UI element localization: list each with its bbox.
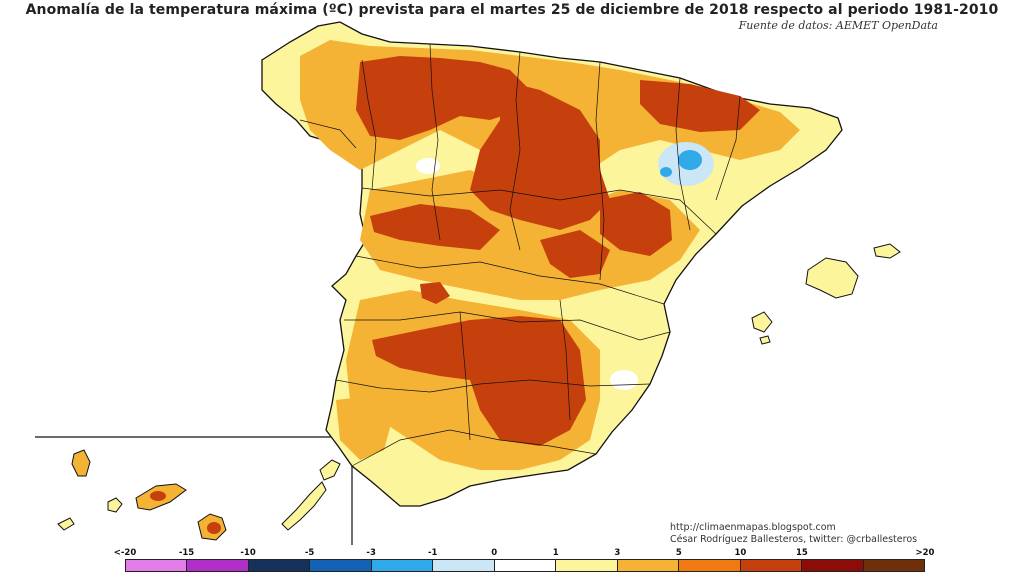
legend-swatch (802, 560, 864, 571)
legend-tick: 1 (552, 548, 559, 558)
legend-swatch (126, 560, 188, 571)
la-palma (71, 449, 91, 477)
map-title: Anomalía de la temperatura máxima (ºC) p… (25, 2, 999, 18)
lanzarote (319, 459, 341, 481)
balearic-islands (751, 243, 901, 345)
la-gomera (107, 497, 123, 513)
canary-islands (57, 449, 341, 541)
legend-tick: -15 (178, 548, 195, 558)
legend-color-bar (125, 559, 925, 572)
legend-tick: 3 (614, 548, 621, 558)
legend-tick: 15 (796, 548, 808, 558)
province-boundaries (299, 43, 741, 467)
formentera (759, 335, 771, 345)
anomaly-cold-spot (658, 142, 714, 186)
credits-url[interactable]: http://climaenmapas.blogspot.com (670, 522, 836, 533)
menorca (873, 243, 901, 259)
fuerteventura (281, 481, 327, 531)
el-hierro (57, 517, 75, 531)
legend-swatch (248, 560, 311, 571)
legend-swatch (187, 560, 249, 571)
anomaly-red-zones (356, 56, 760, 446)
legend-swatch (740, 560, 803, 571)
legend-swatch (494, 560, 557, 571)
legend-swatch (371, 560, 434, 571)
legend-tick: 5 (675, 548, 682, 558)
mallorca (805, 257, 859, 299)
legend-tick: -3 (366, 548, 376, 558)
legend-tick: <-20 (113, 548, 137, 558)
temperature-anomaly-map (35, 21, 901, 545)
legend-tick: -10 (240, 548, 256, 558)
legend-tick: >20 (915, 548, 935, 558)
legend-swatch (310, 560, 372, 571)
data-source: Fuente de datos: AEMET OpenData (738, 19, 938, 32)
ibiza (751, 311, 773, 333)
legend-tick: 0 (491, 548, 498, 558)
legend-tick: -5 (304, 548, 315, 558)
legend-tick: 10 (734, 548, 747, 558)
legend-swatch (433, 560, 495, 571)
credits-author: César Rodríguez Ballesteros, twitter: @c… (670, 534, 918, 545)
legend-tick: -1 (427, 548, 438, 558)
legend-tick-labels: <-20 -15 -10 -5 -3 -1 0 1 3 5 10 15 >20 (0, 548, 1024, 560)
legend-swatch (617, 560, 680, 571)
credits: http://climaenmapas.blogspot.com César R… (670, 522, 917, 546)
legend-swatch (679, 560, 741, 571)
legend-swatch (556, 560, 618, 571)
legend-swatch (863, 560, 925, 571)
